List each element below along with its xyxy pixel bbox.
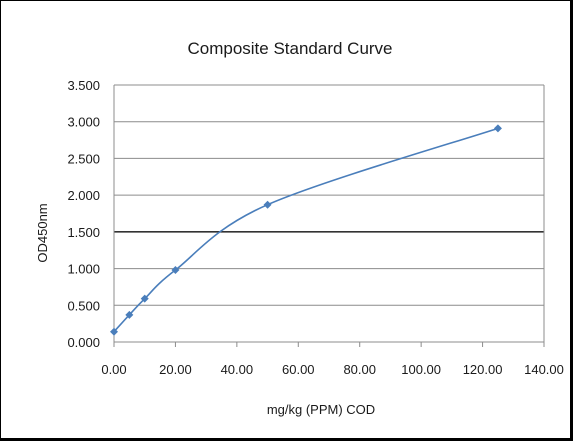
data-point — [493, 124, 502, 133]
data-point — [110, 327, 118, 336]
x-tick-label: 60.00 — [282, 362, 315, 377]
x-tick-label: 80.00 — [343, 362, 376, 377]
data-point — [125, 310, 134, 319]
x-tick-label: 40.00 — [221, 362, 254, 377]
data-series — [110, 124, 502, 336]
y-tick-label: 2.500 — [67, 151, 100, 166]
data-point — [171, 266, 180, 275]
gridlines — [113, 84, 545, 343]
y-tick-label: 0.500 — [67, 298, 100, 313]
y-tick-label: 1.500 — [67, 225, 100, 240]
y-tick-label: 0.000 — [67, 335, 100, 350]
y-tick-label: 1.000 — [67, 262, 100, 277]
y-axis-label: OD450nm — [35, 203, 50, 262]
y-tick-label: 3.500 — [67, 78, 100, 93]
y-tick-label: 3.000 — [67, 115, 100, 130]
chart-title: Composite Standard Curve — [187, 39, 392, 58]
y-tick-label: 2.000 — [67, 188, 100, 203]
x-axis-label: mg/kg (PPM) COD — [267, 402, 375, 417]
data-point — [263, 200, 272, 209]
x-tick-label: 140.00 — [524, 362, 564, 377]
x-axis-ticks: 0.00 20.00 40.00 60.00 80.00 100.00 120.00 140.… — [101, 342, 564, 377]
x-tick-label: 0.00 — [101, 362, 126, 377]
data-point — [140, 294, 149, 303]
y-axis-ticks: 0.000 0.500 1.000 1.500 2.000 2.500 3.000 3.500 — [67, 78, 100, 350]
x-tick-label: 120.00 — [463, 362, 503, 377]
x-tick-label: 20.00 — [159, 362, 192, 377]
x-tick-label: 100.00 — [401, 362, 441, 377]
